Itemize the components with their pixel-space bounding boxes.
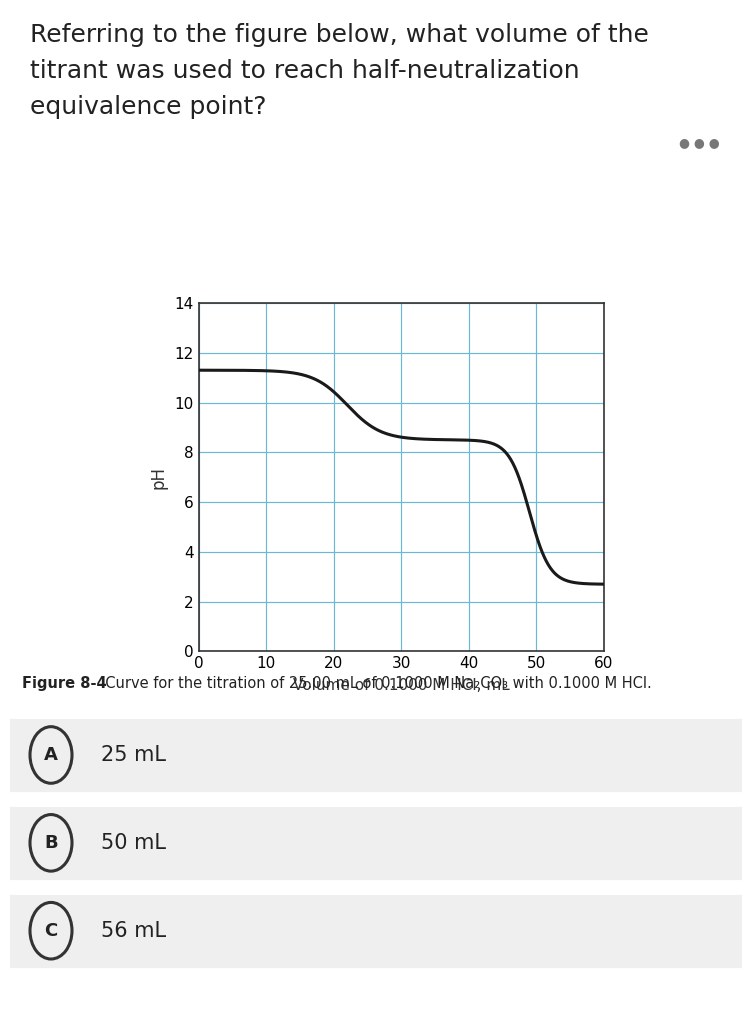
Text: 25 mL: 25 mL: [101, 745, 166, 765]
Y-axis label: pH: pH: [150, 466, 168, 489]
Text: B: B: [44, 834, 58, 851]
Text: Figure 8-4: Figure 8-4: [22, 676, 106, 691]
Text: ● ● ●: ● ● ●: [680, 135, 720, 148]
Text: 56 mL: 56 mL: [101, 921, 166, 940]
Text: Curve for the titration of 25.00 mL of 0.1000 M Na₂CO₃ with 0.1000 M HCl.: Curve for the titration of 25.00 mL of 0…: [96, 676, 652, 691]
Text: A: A: [44, 746, 58, 764]
Text: Referring to the figure below, what volume of the
titrant was used to reach half: Referring to the figure below, what volu…: [30, 22, 649, 119]
X-axis label: Volume of 0.1000 M HCl, mL: Volume of 0.1000 M HCl, mL: [292, 679, 510, 693]
Text: C: C: [44, 922, 58, 939]
Text: 50 mL: 50 mL: [101, 833, 166, 852]
